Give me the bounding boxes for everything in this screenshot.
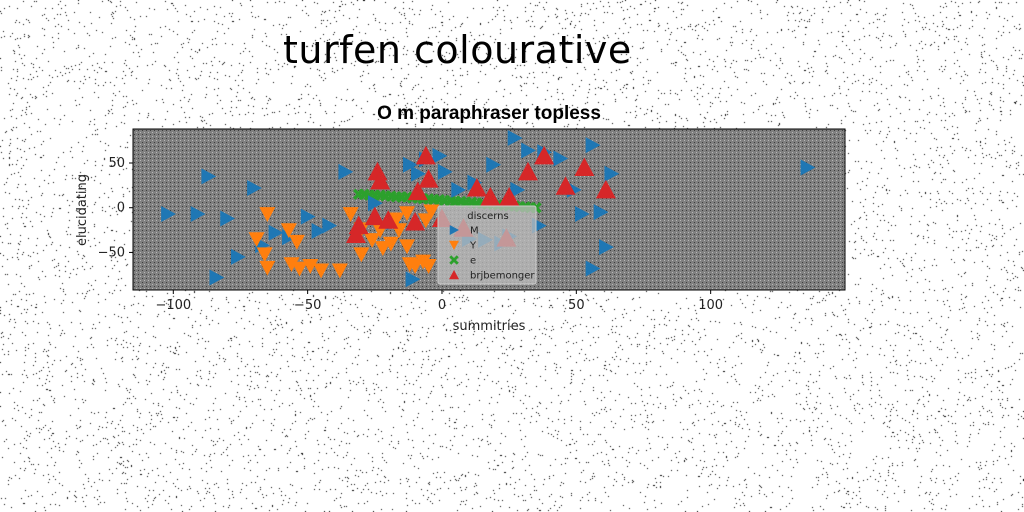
- data-point-brjbemonger: [346, 224, 367, 244]
- data-point-brjbemonger: [534, 145, 555, 165]
- data-point-m: [510, 181, 526, 198]
- data-point-y: [313, 263, 330, 279]
- data-point-m: [201, 168, 217, 185]
- data-point-y: [420, 259, 437, 274]
- data-point-brjbemonger: [378, 210, 399, 229]
- x-tick-label: 50: [568, 298, 585, 313]
- data-point-m: [411, 165, 426, 182]
- data-point-m: [368, 195, 383, 212]
- data-point-m: [585, 260, 601, 277]
- legend-label-y: Y: [469, 241, 477, 252]
- data-point-y: [364, 233, 381, 248]
- data-point-y: [280, 223, 297, 239]
- data-point-m: [311, 222, 327, 239]
- data-point-m: [432, 147, 448, 164]
- data-point-y: [353, 247, 370, 263]
- data-point-m: [300, 208, 316, 225]
- data-point-m: [486, 156, 502, 173]
- y-axis: 50 0 −50: [98, 156, 133, 260]
- legend: discerns MYe brjbemonger: [437, 205, 537, 285]
- data-point-y: [399, 239, 416, 255]
- data-point-y: [342, 207, 359, 222]
- legend-label-m: M: [470, 226, 479, 237]
- y-tick-label: −50: [98, 245, 125, 260]
- data-point-brjbemonger: [595, 179, 616, 199]
- legend-marker-m: [449, 225, 459, 235]
- data-point-y: [291, 261, 308, 277]
- data-point-y: [259, 260, 276, 276]
- data-point-m: [593, 204, 609, 221]
- data-point-brjbemonger: [418, 169, 439, 188]
- data-point-y: [248, 232, 265, 248]
- legend-label-e: e: [470, 256, 476, 267]
- legend-title: discerns: [467, 211, 508, 222]
- x-axis: −100 −50 0 50 100: [155, 290, 723, 313]
- x-tick-label: 0: [438, 298, 446, 313]
- data-point-brjbemonger: [415, 145, 436, 165]
- data-point-m: [405, 271, 421, 288]
- data-point-y: [423, 204, 440, 220]
- data-point-m: [604, 165, 620, 182]
- data-point-y: [302, 259, 319, 274]
- data-point-y: [288, 234, 305, 250]
- data-point-m: [437, 163, 453, 180]
- data-point-m: [800, 159, 816, 176]
- data-point-m: [322, 217, 338, 234]
- data-point-m: [209, 269, 225, 286]
- data-point-brjbemonger: [555, 176, 576, 195]
- figure-suptitle: turfen colourative: [283, 28, 632, 72]
- data-point-y: [259, 207, 276, 222]
- data-point-y: [382, 236, 399, 252]
- y-tick-label: 0: [117, 201, 125, 216]
- data-point-y: [331, 263, 348, 279]
- data-point-brjbemonger: [574, 157, 595, 176]
- data-point-m: [190, 205, 206, 222]
- legend-marker-y: [449, 240, 459, 250]
- data-point-y: [283, 257, 300, 273]
- data-point-m: [402, 156, 418, 173]
- data-point-brjbemonger: [499, 186, 520, 206]
- data-point-brjbemonger: [370, 170, 391, 190]
- data-point-y: [388, 212, 405, 228]
- data-point-m: [282, 229, 297, 246]
- data-point-brjbemonger: [405, 212, 426, 231]
- x-tick-label: −100: [155, 298, 191, 313]
- x-tick-label: 100: [698, 298, 723, 313]
- data-point-brjbemonger: [364, 206, 385, 226]
- data-point-y: [399, 206, 416, 222]
- x-tick-label: −50: [294, 298, 321, 313]
- data-point-m: [574, 205, 590, 222]
- data-point-m: [247, 180, 262, 197]
- data-point-m: [338, 163, 354, 180]
- data-point-y: [374, 241, 391, 256]
- data-point-brjbemonger: [517, 161, 538, 181]
- legend-marker-brjbemonger: [449, 270, 459, 280]
- x-axis-label: summitries: [453, 319, 526, 334]
- data-point-m: [585, 137, 601, 154]
- data-point-m: [230, 248, 246, 265]
- chart-title: O m paraphraser topless: [377, 103, 601, 124]
- data-point-brjbemonger: [480, 186, 501, 206]
- y-tick-label: 50: [108, 156, 125, 171]
- data-point-y: [256, 247, 273, 263]
- data-point-y: [417, 213, 434, 229]
- data-point-m: [451, 181, 467, 198]
- data-point-m: [268, 224, 284, 241]
- y-axis-label: elucidating: [75, 174, 90, 246]
- legend-marker-e: [449, 255, 459, 265]
- data-point-m: [507, 129, 523, 146]
- data-point-brjbemonger: [407, 181, 428, 201]
- data-point-m: [220, 210, 236, 227]
- data-point-m: [521, 142, 536, 159]
- data-point-y: [407, 259, 424, 274]
- data-point-m: [161, 205, 176, 222]
- legend-box: [437, 205, 537, 285]
- data-point-m: [553, 150, 569, 167]
- data-point-m: [599, 239, 614, 256]
- legend-label-brjbemonger: brjbemonger: [470, 271, 535, 282]
- data-point-brjbemonger: [466, 178, 487, 197]
